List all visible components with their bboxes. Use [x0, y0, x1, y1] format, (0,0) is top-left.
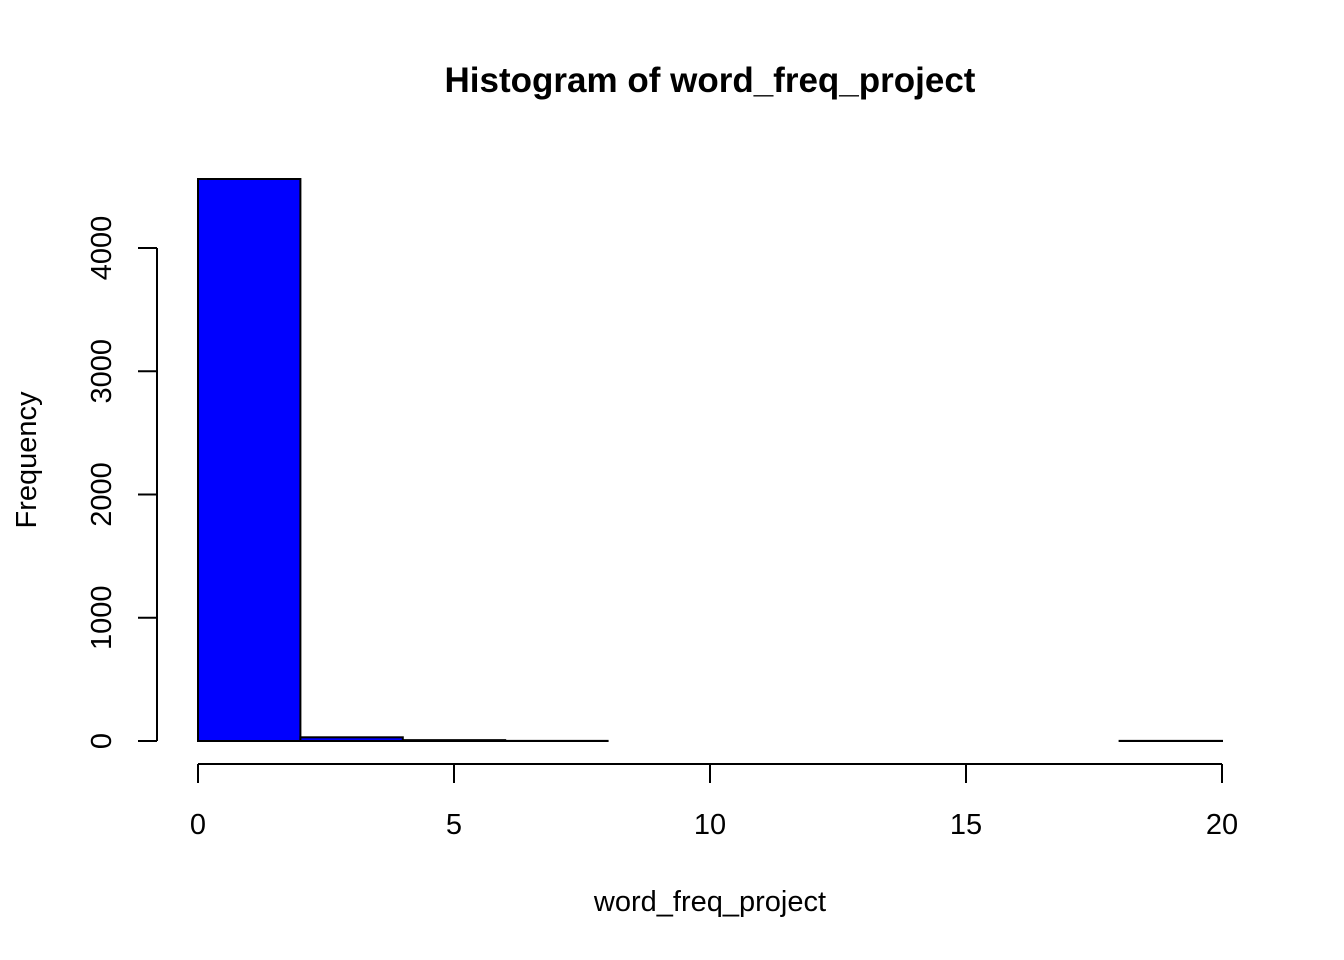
x-tick-label: 15	[950, 809, 982, 841]
y-tick-label: 2000	[86, 462, 118, 527]
y-tick-label: 1000	[86, 585, 118, 650]
y-tick-label: 0	[86, 733, 118, 749]
x-tick-label: 10	[694, 809, 726, 841]
histogram-bar	[299, 736, 404, 742]
x-axis-label: word_freq_project	[593, 886, 826, 918]
x-tick-label: 5	[446, 809, 462, 841]
histogram-bar	[401, 739, 507, 742]
y-tick-label: 4000	[86, 216, 118, 281]
y-tick-label: 3000	[86, 339, 118, 404]
x-tick-label: 0	[190, 809, 206, 841]
chart-title: Histogram of word_freq_project	[445, 61, 976, 100]
bars-group	[197, 178, 1223, 743]
x-tick-label: 20	[1206, 809, 1238, 841]
histogram-bar	[197, 178, 302, 742]
x-axis: 0 5 10 15 20	[190, 763, 1238, 841]
y-axis-label: Frequency	[11, 391, 43, 529]
y-axis: 0 1000 2000 3000 4000	[86, 216, 158, 749]
